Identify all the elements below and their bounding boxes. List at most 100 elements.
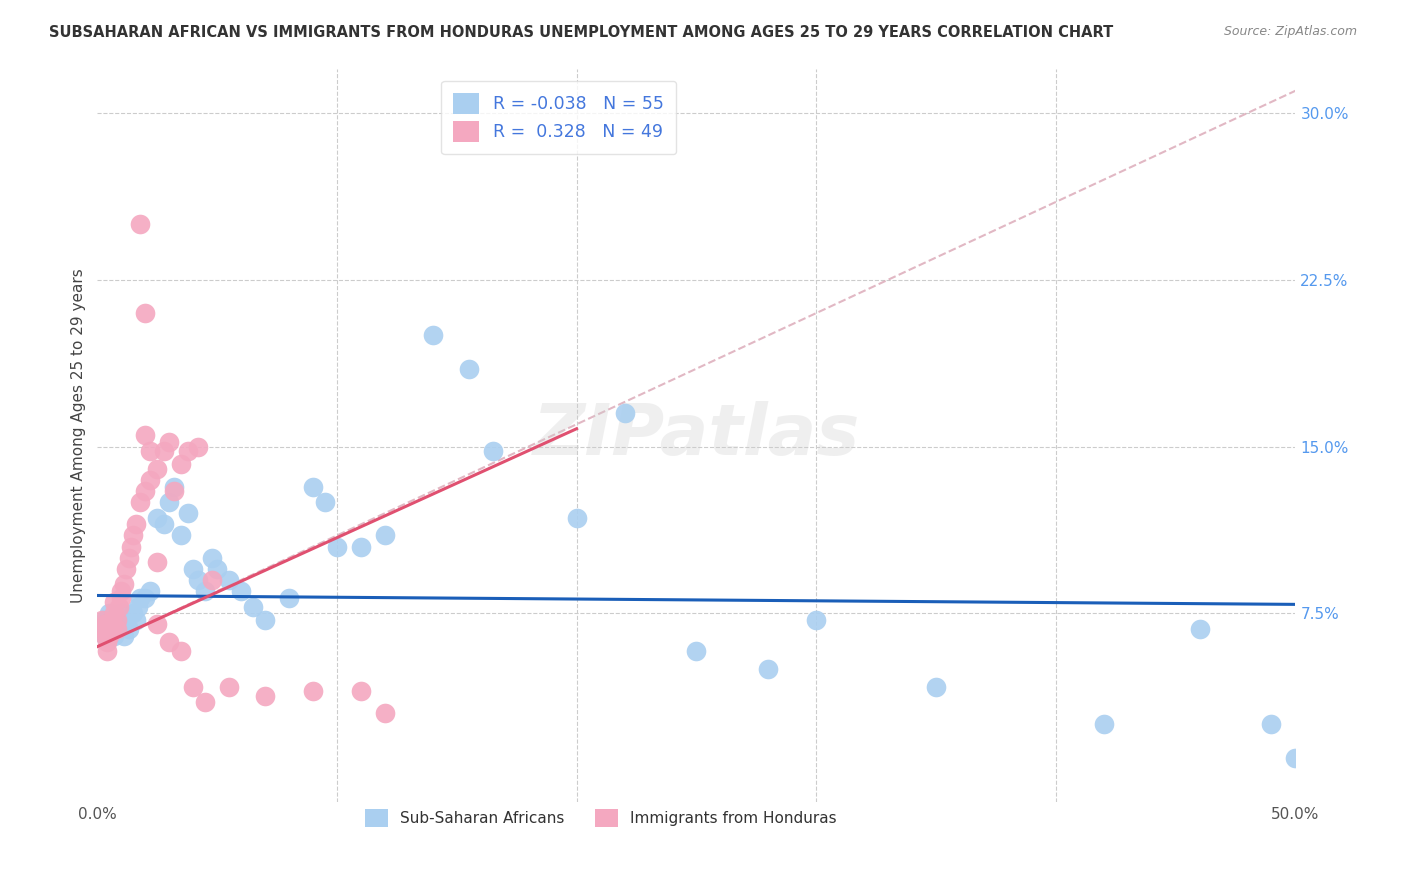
Point xyxy=(91,622,114,636)
Point xyxy=(374,528,396,542)
Point xyxy=(120,540,142,554)
Point xyxy=(153,517,176,532)
Point xyxy=(218,573,240,587)
Point xyxy=(1260,717,1282,731)
Point xyxy=(170,644,193,658)
Point xyxy=(125,613,148,627)
Point xyxy=(108,599,131,614)
Point xyxy=(103,595,125,609)
Point xyxy=(139,584,162,599)
Text: Source: ZipAtlas.com: Source: ZipAtlas.com xyxy=(1223,25,1357,38)
Point xyxy=(201,573,224,587)
Point xyxy=(98,607,121,621)
Point xyxy=(314,495,336,509)
Point xyxy=(278,591,301,605)
Point xyxy=(194,695,217,709)
Point xyxy=(103,628,125,642)
Point xyxy=(170,528,193,542)
Point xyxy=(146,461,169,475)
Y-axis label: Unemployment Among Ages 25 to 29 years: Unemployment Among Ages 25 to 29 years xyxy=(72,268,86,603)
Point xyxy=(350,684,373,698)
Point xyxy=(122,528,145,542)
Point xyxy=(103,607,125,621)
Point xyxy=(112,628,135,642)
Point xyxy=(181,562,204,576)
Point xyxy=(177,506,200,520)
Point xyxy=(139,473,162,487)
Point xyxy=(134,306,156,320)
Point xyxy=(194,584,217,599)
Point xyxy=(481,444,503,458)
Point xyxy=(157,495,180,509)
Point xyxy=(242,599,264,614)
Point xyxy=(153,444,176,458)
Point xyxy=(163,483,186,498)
Point xyxy=(115,617,138,632)
Point xyxy=(756,662,779,676)
Point xyxy=(157,635,180,649)
Point xyxy=(100,613,122,627)
Point xyxy=(146,555,169,569)
Point xyxy=(163,479,186,493)
Legend: Sub-Saharan Africans, Immigrants from Honduras: Sub-Saharan Africans, Immigrants from Ho… xyxy=(357,801,844,835)
Point xyxy=(177,444,200,458)
Point xyxy=(302,684,325,698)
Point xyxy=(98,622,121,636)
Point xyxy=(139,444,162,458)
Point xyxy=(110,584,132,599)
Point xyxy=(96,617,118,632)
Point xyxy=(565,510,588,524)
Point xyxy=(93,628,115,642)
Point xyxy=(96,644,118,658)
Point xyxy=(170,458,193,472)
Point xyxy=(218,680,240,694)
Point xyxy=(100,613,122,627)
Point xyxy=(613,406,636,420)
Point xyxy=(1188,622,1211,636)
Point xyxy=(146,510,169,524)
Point xyxy=(129,495,152,509)
Point xyxy=(187,440,209,454)
Point xyxy=(302,479,325,493)
Point xyxy=(925,680,948,694)
Point xyxy=(806,613,828,627)
Point xyxy=(1284,751,1306,765)
Point xyxy=(326,540,349,554)
Point xyxy=(93,617,115,632)
Point xyxy=(112,577,135,591)
Point xyxy=(146,617,169,632)
Point xyxy=(134,591,156,605)
Point xyxy=(98,628,121,642)
Point xyxy=(96,635,118,649)
Point xyxy=(105,613,128,627)
Point xyxy=(181,680,204,694)
Point xyxy=(134,483,156,498)
Point xyxy=(117,622,139,636)
Point xyxy=(254,613,277,627)
Point xyxy=(229,584,252,599)
Point xyxy=(129,217,152,231)
Point xyxy=(134,428,156,442)
Point xyxy=(1092,717,1115,731)
Point xyxy=(108,613,131,627)
Point xyxy=(91,622,114,636)
Point xyxy=(422,328,444,343)
Text: SUBSAHARAN AFRICAN VS IMMIGRANTS FROM HONDURAS UNEMPLOYMENT AMONG AGES 25 TO 29 : SUBSAHARAN AFRICAN VS IMMIGRANTS FROM HO… xyxy=(49,25,1114,40)
Point xyxy=(91,613,114,627)
Point xyxy=(115,562,138,576)
Point xyxy=(201,550,224,565)
Point xyxy=(93,613,115,627)
Point xyxy=(125,517,148,532)
Point xyxy=(98,617,121,632)
Point xyxy=(105,622,128,636)
Point xyxy=(457,361,479,376)
Point xyxy=(129,591,152,605)
Point xyxy=(685,644,707,658)
Point xyxy=(122,607,145,621)
Point xyxy=(205,562,228,576)
Point xyxy=(374,706,396,721)
Point xyxy=(254,689,277,703)
Point xyxy=(103,617,125,632)
Point xyxy=(117,550,139,565)
Point xyxy=(187,573,209,587)
